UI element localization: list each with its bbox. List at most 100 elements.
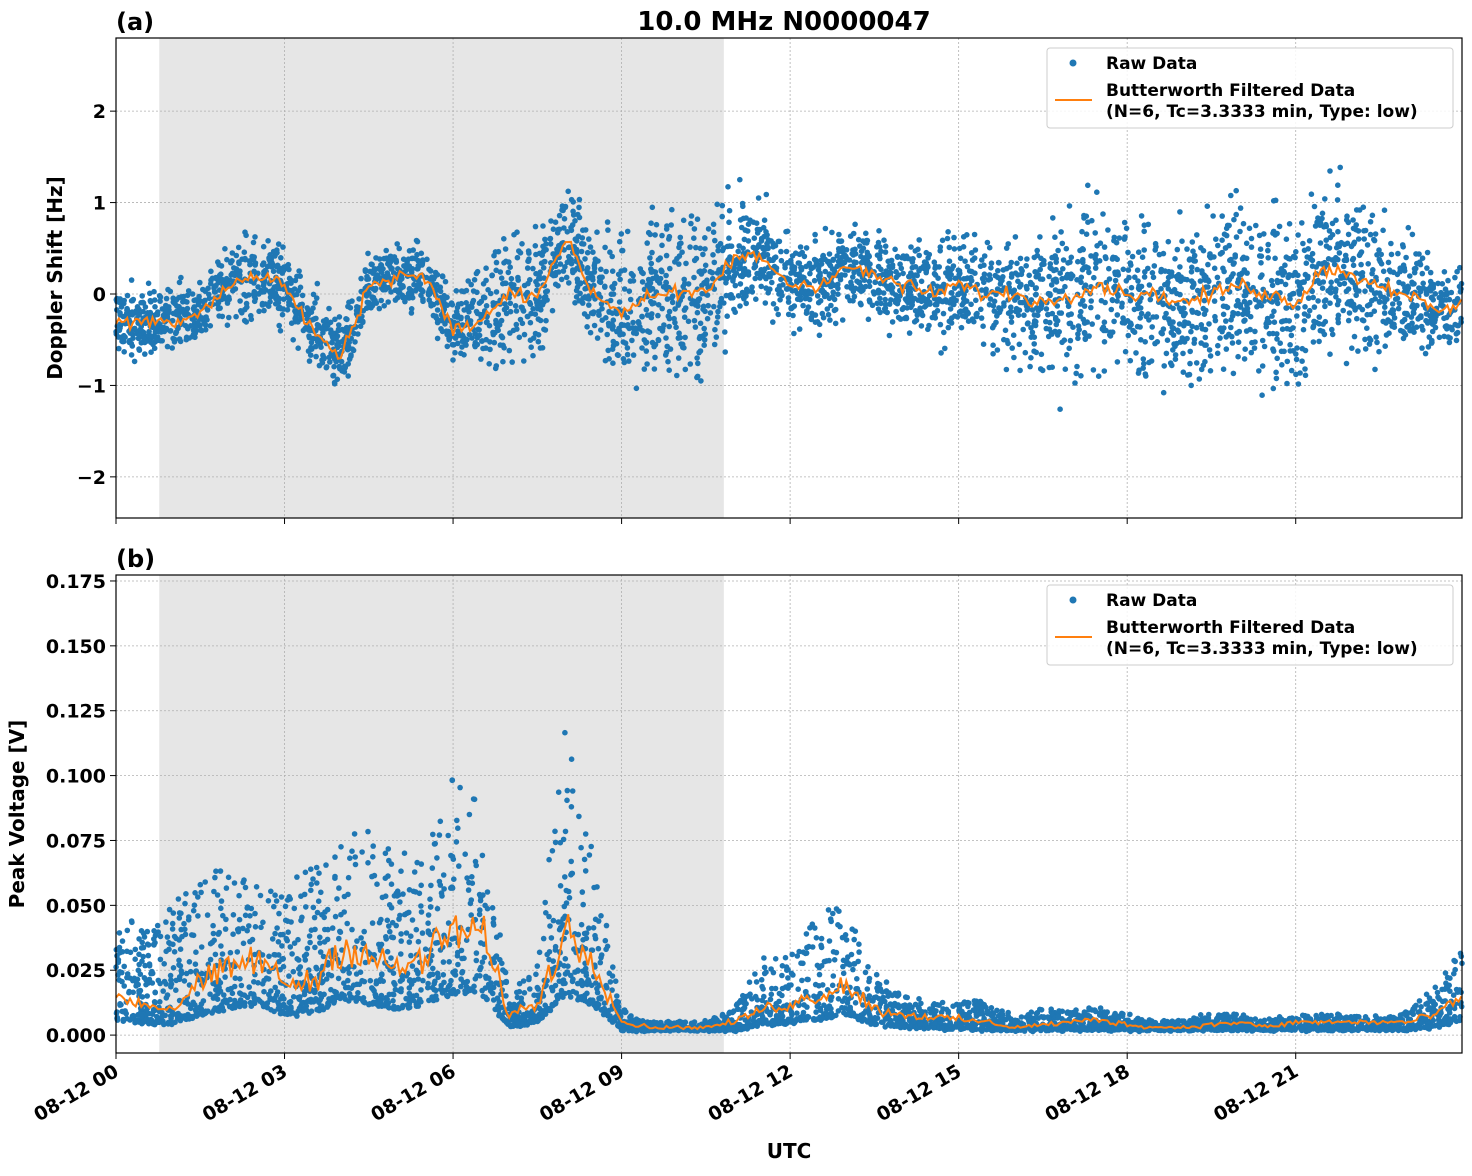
- raw-data-point: [1335, 316, 1341, 322]
- raw-data-point: [1419, 345, 1425, 351]
- raw-data-point: [336, 328, 342, 334]
- raw-data-point: [474, 290, 480, 296]
- raw-data-point: [478, 356, 484, 362]
- raw-data-point: [556, 269, 562, 275]
- raw-data-point: [271, 249, 277, 255]
- raw-data-point: [403, 264, 409, 270]
- raw-data-point: [1352, 240, 1358, 246]
- raw-data-point: [874, 301, 880, 307]
- raw-data-point: [1139, 311, 1145, 317]
- raw-data-point: [192, 902, 198, 908]
- raw-data-point: [1125, 250, 1131, 256]
- raw-data-point: [1123, 349, 1129, 355]
- raw-data-point: [769, 280, 775, 286]
- raw-data-point: [644, 240, 650, 246]
- raw-data-point: [1433, 291, 1439, 297]
- raw-data-point: [132, 359, 138, 365]
- raw-data-point: [863, 231, 869, 237]
- raw-data-point: [740, 204, 746, 210]
- raw-data-point: [683, 367, 689, 373]
- raw-data-point: [274, 898, 280, 904]
- raw-data-point: [1386, 260, 1392, 266]
- raw-data-point: [1192, 258, 1198, 264]
- raw-data-point: [851, 231, 857, 237]
- raw-data-point: [1356, 228, 1362, 234]
- raw-data-point: [332, 317, 338, 323]
- raw-data-point: [1401, 330, 1407, 336]
- raw-data-point: [1413, 266, 1419, 272]
- raw-data-point: [893, 309, 899, 315]
- raw-data-point: [278, 255, 284, 261]
- raw-data-point: [619, 323, 625, 329]
- raw-data-point: [1117, 235, 1123, 241]
- raw-data-point: [659, 243, 665, 249]
- raw-data-point: [979, 315, 985, 321]
- raw-data-point: [1141, 356, 1147, 362]
- raw-data-point: [1433, 325, 1439, 331]
- raw-data-point: [191, 317, 197, 323]
- raw-data-point: [631, 278, 637, 284]
- raw-data-point: [1311, 319, 1317, 325]
- raw-data-point: [1327, 351, 1333, 357]
- raw-data-point: [1115, 359, 1121, 365]
- raw-data-point: [754, 220, 760, 226]
- raw-data-point: [1170, 325, 1176, 331]
- raw-data-point: [256, 309, 262, 315]
- legend-filtered-params: (N=6, Tc=3.3333 min, Type: low): [1106, 102, 1418, 122]
- raw-data-point: [934, 302, 940, 308]
- raw-data-point: [1322, 196, 1328, 202]
- raw-data-point: [819, 261, 825, 267]
- raw-data-point: [763, 300, 769, 306]
- raw-data-point: [992, 299, 998, 305]
- raw-data-point: [1347, 310, 1353, 316]
- raw-data-point: [1218, 325, 1224, 331]
- raw-data-point: [825, 306, 831, 312]
- raw-data-point: [234, 253, 240, 259]
- raw-data-point: [692, 258, 698, 264]
- raw-data-point: [1054, 322, 1060, 328]
- raw-data-point: [1153, 244, 1159, 250]
- raw-data-point: [369, 261, 375, 267]
- raw-data-point: [1258, 274, 1264, 280]
- raw-data-point: [176, 896, 182, 902]
- raw-data-point: [493, 318, 499, 324]
- raw-data-point: [787, 277, 793, 283]
- raw-data-point: [1274, 376, 1280, 382]
- raw-data-point: [1135, 324, 1141, 330]
- raw-data-point: [1437, 335, 1443, 341]
- raw-data-point: [1449, 290, 1455, 296]
- raw-data-point: [1369, 271, 1375, 277]
- raw-data-point: [1009, 345, 1015, 351]
- raw-data-point: [1212, 266, 1218, 272]
- raw-data-point: [475, 342, 481, 348]
- raw-data-point: [973, 298, 979, 304]
- raw-data-point: [146, 281, 152, 287]
- raw-data-point: [598, 267, 604, 273]
- raw-data-point: [712, 342, 718, 348]
- raw-data-point: [385, 299, 391, 305]
- raw-data-point: [1175, 327, 1181, 333]
- raw-data-point: [897, 261, 903, 267]
- raw-data-point: [1027, 364, 1033, 370]
- raw-data-point: [1122, 320, 1128, 326]
- raw-data-point: [577, 197, 583, 203]
- raw-data-point: [940, 238, 946, 244]
- raw-data-point: [1449, 325, 1455, 331]
- raw-data-point: [1235, 354, 1241, 360]
- raw-data-point: [187, 959, 193, 965]
- raw-data-point: [1322, 332, 1328, 338]
- raw-data-point: [1388, 269, 1394, 275]
- raw-data-point: [987, 302, 993, 308]
- raw-data-point: [912, 319, 918, 325]
- raw-data-point: [141, 335, 147, 341]
- raw-data-point: [711, 304, 717, 310]
- raw-data-point: [949, 290, 955, 296]
- raw-data-point: [509, 276, 515, 282]
- raw-data-point: [1138, 337, 1144, 343]
- panel-label-a: (a): [116, 8, 154, 36]
- raw-data-point: [378, 298, 384, 304]
- raw-data-point: [973, 312, 979, 318]
- raw-data-point: [156, 329, 162, 335]
- raw-data-point: [634, 386, 640, 392]
- raw-data-point: [139, 293, 145, 299]
